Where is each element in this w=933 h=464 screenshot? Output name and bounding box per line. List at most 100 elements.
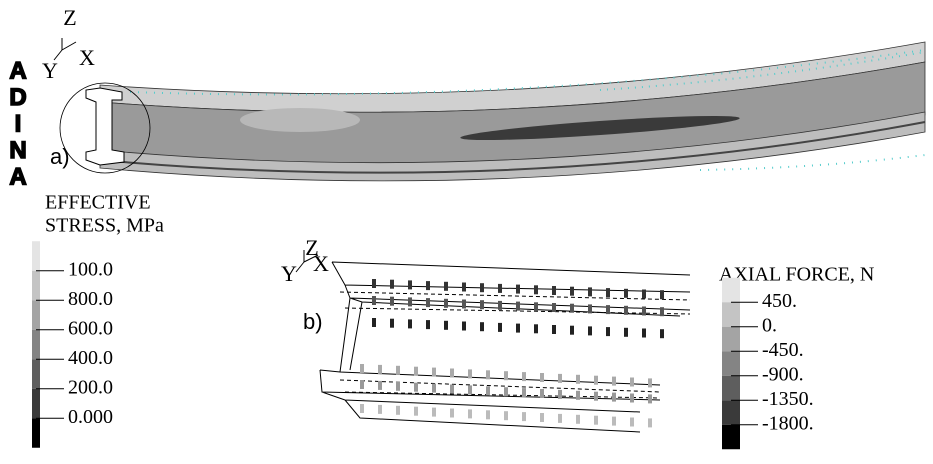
legend-swatch [32, 389, 40, 419]
legend-label: 100.0 [68, 258, 113, 280]
force-bar [408, 297, 412, 306]
panel-label: a) [50, 144, 70, 169]
force-bar [588, 287, 592, 296]
force-bar [660, 290, 664, 299]
axes-a [54, 38, 76, 60]
force-bar [480, 322, 484, 331]
force-bar [426, 281, 430, 290]
force-bar [540, 373, 544, 382]
force-bar [624, 328, 628, 337]
force-bar [426, 298, 430, 307]
force-bar [648, 418, 652, 427]
force-bar [432, 384, 436, 393]
panel-label: b) [303, 309, 323, 334]
force-bar [534, 324, 538, 333]
force-bar [462, 283, 466, 292]
force-bar [594, 392, 598, 401]
force-bar [552, 325, 556, 334]
force-bar [390, 297, 394, 306]
force-bar [462, 300, 466, 309]
axis-z: Z [63, 5, 76, 30]
force-bar [642, 329, 646, 338]
force-bar [360, 364, 364, 373]
force-bar [468, 369, 472, 378]
force-bar [534, 285, 538, 294]
force-bar [450, 385, 454, 394]
force-bar [540, 413, 544, 422]
force-bar [498, 323, 502, 332]
force-bar [612, 377, 616, 386]
force-bar [522, 412, 526, 421]
force-bar [444, 321, 448, 330]
legend-title: EFFECTIVE [45, 192, 151, 214]
legend-title: STRESS, MPa [45, 215, 164, 237]
force-bar [390, 280, 394, 289]
legend-label: -450. [762, 339, 804, 361]
force-bar [594, 416, 598, 425]
force-bar [648, 394, 652, 403]
force-bar [522, 388, 526, 397]
force-bar [372, 318, 376, 327]
force-bar [396, 366, 400, 375]
force-bar [414, 407, 418, 416]
force-bar [498, 301, 502, 310]
force-bar [498, 284, 502, 293]
force-bar [516, 285, 520, 294]
force-bar [624, 289, 628, 298]
legend-title: AXIAL FORCE, N [719, 264, 874, 286]
force-bar [468, 385, 472, 394]
force-bar [432, 408, 436, 417]
legend-swatch [722, 400, 740, 425]
legend-label: 200.0 [68, 376, 113, 398]
force-bar [552, 286, 556, 295]
force-bar [504, 387, 508, 396]
force-bar [660, 307, 664, 316]
force-bar [390, 319, 394, 328]
force-bar [588, 326, 592, 335]
force-bar [576, 415, 580, 424]
legend-label: 450. [762, 290, 797, 312]
force-bar [486, 410, 490, 419]
force-bar [642, 307, 646, 316]
force-bar [570, 287, 574, 296]
force-bar [480, 300, 484, 309]
legend-swatch [32, 330, 40, 360]
logo-letter: A [9, 57, 26, 84]
force-bar [558, 414, 562, 423]
force-bar [432, 368, 436, 377]
figure: Z Y X a) EFFECTIVE STRESS, MPa Z Y X b) … [0, 0, 933, 464]
force-bar [660, 329, 664, 338]
legend-swatch [32, 241, 40, 271]
force-bars [360, 279, 664, 427]
force-bar [612, 393, 616, 402]
force-bar [516, 302, 520, 311]
force-bar [468, 409, 472, 418]
force-bar [444, 282, 448, 291]
legend-swatch [32, 359, 40, 389]
beam-a [60, 42, 925, 181]
force-bar [558, 390, 562, 399]
force-bar [576, 391, 580, 400]
force-bar [378, 405, 382, 414]
logo-letter: A [9, 163, 26, 190]
force-bar [612, 417, 616, 426]
force-bar [450, 409, 454, 418]
legend-swatch [722, 302, 740, 327]
force-bar [378, 365, 382, 374]
force-bar [444, 299, 448, 308]
legend-label: -1800. [762, 412, 814, 434]
legend-label: -900. [762, 363, 804, 385]
logo-letter: N [9, 137, 26, 164]
legend-swatch [722, 278, 740, 303]
legend-label: 600.0 [68, 317, 113, 339]
force-bar [408, 319, 412, 328]
force-bar [426, 320, 430, 329]
force-bar [450, 369, 454, 378]
force-bar [534, 302, 538, 311]
force-bar [624, 306, 628, 315]
force-bar [414, 383, 418, 392]
force-bar [408, 280, 412, 289]
legend-label: 0. [762, 314, 777, 336]
force-bar [570, 304, 574, 313]
force-bar [606, 327, 610, 336]
